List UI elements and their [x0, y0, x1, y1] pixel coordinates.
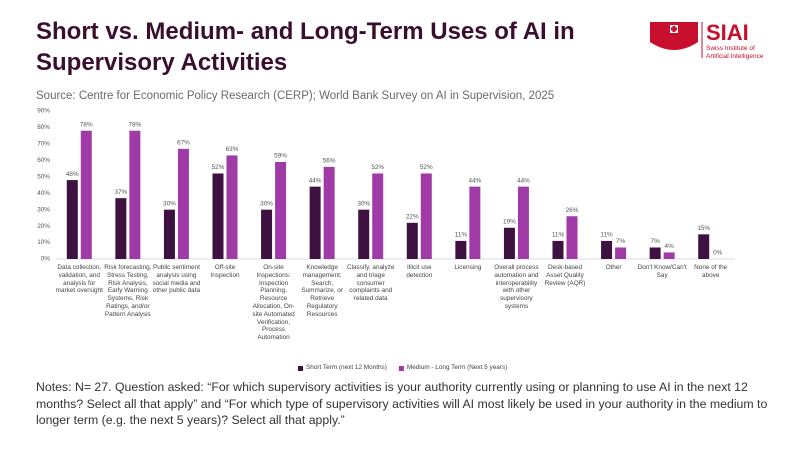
value-label: 15% — [697, 225, 710, 232]
value-label: 67% — [177, 140, 190, 147]
x-tick-label: Other — [605, 264, 622, 271]
x-tick-label: On-site Inspections: Inspection Planning… — [252, 264, 295, 342]
value-label: 63% — [226, 146, 239, 153]
x-tick-label: Risk forecasting, Stress Testing, Risk A… — [104, 264, 152, 318]
x-tick-label: None of the above — [694, 264, 728, 279]
x-tick-label: Data collection, validation, and analysi… — [55, 264, 103, 295]
bar — [226, 155, 238, 259]
value-label: 7% — [616, 238, 626, 245]
value-label: 30% — [260, 200, 273, 207]
x-tick-label: Off-site Inspection — [210, 264, 240, 279]
bar — [503, 227, 515, 259]
x-tick-label: Don't Know/Can't Say — [637, 264, 687, 279]
value-label: 26% — [566, 207, 579, 214]
value-label: 4% — [665, 243, 675, 250]
bar — [420, 173, 432, 259]
value-label: 52% — [371, 164, 384, 171]
bar — [115, 198, 127, 259]
y-tick-label: 20% — [37, 223, 50, 230]
bar — [455, 240, 467, 259]
bar — [615, 247, 627, 259]
value-label: 11% — [455, 232, 468, 239]
y-tick-label: 60% — [37, 157, 50, 164]
y-tick-label: 80% — [37, 124, 50, 131]
value-label: 59% — [274, 153, 287, 160]
y-tick-label: 10% — [37, 239, 50, 246]
value-label: 30% — [163, 200, 176, 207]
bar — [80, 130, 92, 259]
value-label: 11% — [600, 232, 613, 239]
logo-name: SIAI — [706, 20, 749, 45]
y-tick-label: 70% — [37, 141, 50, 148]
x-tick-label: Public sentiment analysis using social m… — [152, 264, 201, 295]
value-label: 78% — [128, 121, 141, 128]
value-label: 48% — [66, 171, 79, 178]
value-label: 7% — [651, 238, 661, 245]
bar — [129, 130, 141, 259]
legend-swatch — [398, 366, 404, 371]
value-label: 0% — [713, 250, 723, 257]
value-label: 44% — [517, 177, 530, 184]
value-label: 44% — [468, 177, 481, 184]
bar — [163, 209, 175, 259]
value-label: 22% — [406, 214, 419, 221]
bar — [323, 166, 335, 259]
legend-swatch — [298, 366, 303, 371]
bar — [649, 247, 661, 259]
bar — [261, 209, 273, 259]
value-label: 11% — [552, 232, 565, 239]
x-tick-label: Desk-based Asset Quality Review (AQR) — [544, 264, 586, 287]
y-tick-label: 30% — [37, 206, 50, 213]
legend-label: Short Term (next 12 Months) — [306, 364, 387, 371]
source: Source: Centre for Economic Policy Resea… — [36, 90, 555, 102]
bar — [552, 240, 564, 259]
y-tick-label: 90% — [37, 108, 50, 115]
logo-subtitle: Swiss Institute of Artificial Intelligen… — [706, 45, 764, 60]
bar — [309, 186, 321, 259]
value-label: 56% — [323, 158, 336, 165]
bar — [601, 240, 613, 259]
x-tick-label: Knowledge management: Search, Summarize,… — [301, 264, 343, 318]
x-tick-label: Illicit use detection — [406, 264, 433, 279]
bar — [358, 209, 370, 259]
value-label: 52% — [420, 164, 433, 171]
bar — [566, 216, 578, 259]
legend-label: Medium - Long Term (Next 5 years) — [406, 364, 508, 371]
value-label: 44% — [309, 177, 322, 184]
notes: Notes: N= 27. Question asked: “For which… — [36, 380, 768, 427]
bar — [517, 186, 529, 259]
bar — [698, 234, 710, 259]
bar — [406, 222, 418, 259]
bar — [275, 161, 287, 259]
value-label: 52% — [212, 164, 225, 171]
y-tick-label: 40% — [37, 190, 50, 197]
title: Short vs. Medium- and Long-Term Uses of … — [36, 18, 575, 76]
value-label: 19% — [503, 218, 516, 225]
bar — [212, 173, 224, 259]
bar — [177, 148, 189, 259]
bar — [66, 180, 78, 259]
x-tick-label: Licensing — [454, 264, 482, 271]
x-tick-label: Overall process automation and interoper… — [494, 264, 539, 310]
value-label: 30% — [357, 200, 370, 207]
bar — [372, 173, 384, 259]
bar — [663, 252, 675, 259]
y-tick-label: 50% — [37, 173, 50, 180]
value-label: 37% — [114, 189, 127, 196]
bar — [469, 186, 481, 259]
value-label: 78% — [80, 121, 93, 128]
x-tick-label: Classify, analyze and triage consumer co… — [346, 264, 395, 303]
logo-shield — [650, 22, 703, 58]
y-tick-label: 0% — [41, 256, 51, 263]
